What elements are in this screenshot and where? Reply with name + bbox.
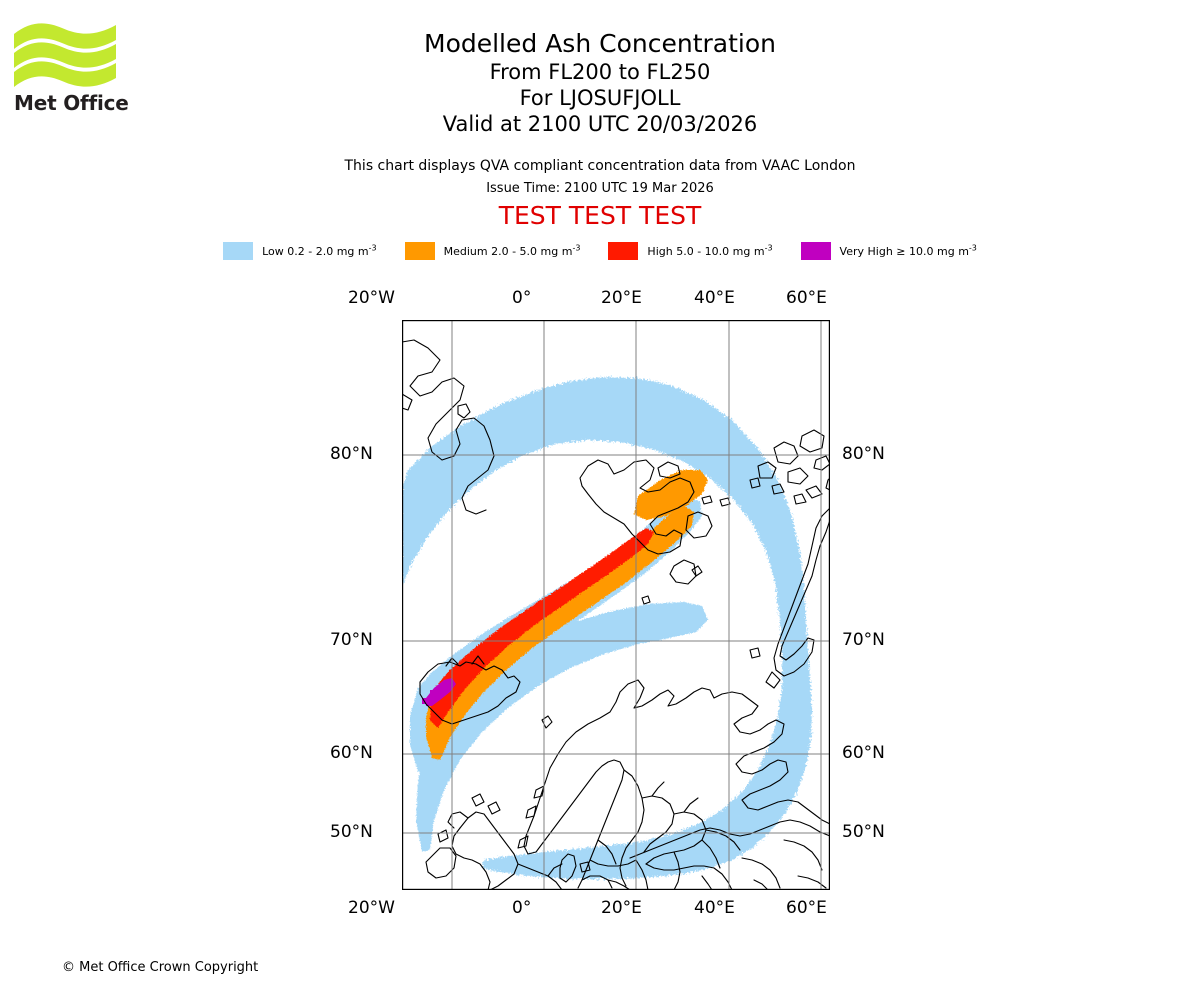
ash-plume-medium	[426, 470, 708, 760]
legend-item-high: High 5.0 - 10.0 mg m-3	[608, 242, 773, 260]
axis-label-top-20E: 20°E	[601, 288, 642, 308]
axis-label-left-60N: 60°N	[330, 743, 373, 763]
page-title: Modelled Ash Concentration	[424, 29, 776, 58]
concentration-legend: Low 0.2 - 2.0 mg m-3 Medium 2.0 - 5.0 mg…	[0, 242, 1200, 260]
test-banner: TEST TEST TEST	[498, 201, 702, 230]
axis-label-bottom-20W: 20°W	[348, 898, 395, 918]
axis-label-bottom-0: 0°	[512, 898, 532, 918]
legend-label-low: Low 0.2 - 2.0 mg m-3	[262, 242, 377, 258]
axis-label-top-20W: 20°W	[348, 288, 395, 308]
title-flight-levels: From FL200 to FL250	[489, 60, 711, 84]
axis-label-top-0: 0°	[512, 288, 532, 308]
axis-label-right-80N: 80°N	[842, 444, 885, 464]
legend-item-low: Low 0.2 - 2.0 mg m-3	[223, 242, 377, 260]
issue-time: Issue Time: 2100 UTC 19 Mar 2026	[486, 181, 714, 196]
legend-item-medium: Medium 2.0 - 5.0 mg m-3	[404, 242, 581, 260]
legend-swatch-low	[223, 242, 254, 260]
title-volcano: For LJOSUFJOLL	[519, 86, 681, 110]
ash-plume-low	[402, 377, 812, 879]
met-office-logo-text: Met Office	[14, 91, 129, 115]
met-office-logo: Met Office	[12, 20, 192, 120]
axis-label-bottom-40E: 40°E	[694, 898, 735, 918]
legend-swatch-high	[608, 242, 639, 260]
ash-plume-high	[430, 528, 654, 728]
axis-label-right-60N: 60°N	[842, 743, 885, 763]
axis-label-top-40E: 40°E	[694, 288, 735, 308]
copyright-notice: © Met Office Crown Copyright	[62, 960, 259, 975]
legend-label-very-high: Very High ≥ 10.0 mg m-3	[839, 242, 977, 258]
axis-label-left-50N: 50°N	[330, 822, 373, 842]
legend-swatch-very-high	[800, 242, 831, 260]
map-frame	[402, 320, 830, 890]
legend-label-medium: Medium 2.0 - 5.0 mg m-3	[443, 242, 581, 258]
chart-title-block: Modelled Ash Concentration From FL200 to…	[0, 28, 1200, 137]
axis-label-right-70N: 70°N	[842, 630, 885, 650]
qva-note: This chart displays QVA compliant concen…	[344, 158, 856, 174]
axis-label-bottom-60E: 60°E	[786, 898, 827, 918]
axis-label-right-50N: 50°N	[842, 822, 885, 842]
legend-item-very-high: Very High ≥ 10.0 mg m-3	[800, 242, 977, 260]
axis-label-top-60E: 60°E	[786, 288, 827, 308]
legend-label-high: High 5.0 - 10.0 mg m-3	[647, 242, 773, 258]
axis-label-bottom-20E: 20°E	[601, 898, 642, 918]
met-office-wave-mark	[14, 23, 116, 87]
map-graticule	[402, 320, 830, 890]
chart-info-block: This chart displays QVA compliant concen…	[0, 155, 1200, 231]
axis-label-left-70N: 70°N	[330, 630, 373, 650]
axis-label-left-80N: 80°N	[330, 444, 373, 464]
ash-concentration-map: 20°W 0° 20°E 40°E 60°E 20°W 0° 20°E 40°E…	[330, 288, 885, 918]
legend-swatch-medium	[404, 242, 435, 260]
title-valid-time: Valid at 2100 UTC 20/03/2026	[442, 112, 758, 136]
ash-plume-very-high	[422, 678, 456, 706]
